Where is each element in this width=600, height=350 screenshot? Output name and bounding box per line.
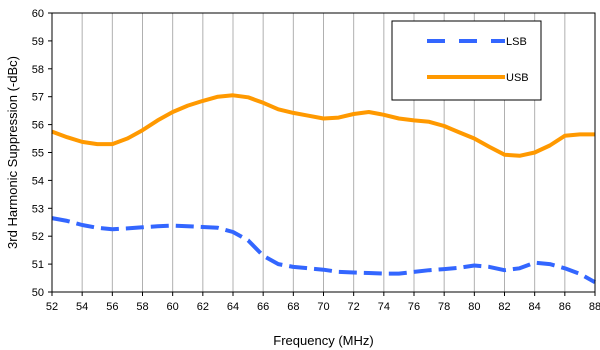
x-tick-label: 66 bbox=[257, 301, 269, 313]
x-tick-label: 52 bbox=[46, 301, 58, 313]
x-tick-label: 72 bbox=[348, 301, 360, 313]
y-tick-label: 58 bbox=[32, 64, 44, 76]
y-tick-label: 54 bbox=[32, 175, 44, 187]
x-tick-label: 86 bbox=[559, 301, 571, 313]
x-tick-label: 76 bbox=[408, 301, 420, 313]
y-axis: 50 51 52 53 54 55 56 57 58 59 60 bbox=[32, 8, 52, 299]
y-tick-label: 60 bbox=[32, 8, 44, 20]
y-tick-label: 52 bbox=[32, 231, 44, 243]
x-tick-label: 74 bbox=[378, 301, 390, 313]
x-axis: 52 54 56 58 60 62 64 66 68 70 72 74 76 78 80 82 84 86 88 bbox=[46, 292, 600, 313]
legend: LSB USB bbox=[391, 20, 542, 101]
x-tick-label: 78 bbox=[438, 301, 450, 313]
x-tick-label: 82 bbox=[498, 301, 510, 313]
x-tick-label: 58 bbox=[136, 301, 148, 313]
y-tick-label: 50 bbox=[32, 287, 44, 299]
y-tick-label: 55 bbox=[32, 148, 44, 160]
series-line-lsb bbox=[51, 216, 596, 284]
x-tick-label: 54 bbox=[76, 301, 88, 313]
x-tick-label: 70 bbox=[317, 301, 329, 313]
x-tick-label: 56 bbox=[106, 301, 118, 313]
x-tick-label: 88 bbox=[589, 301, 600, 313]
legend-label-usb: USB bbox=[506, 72, 529, 84]
y-axis-label: 3rd Harmonic Suppression (-dBc) bbox=[5, 56, 20, 249]
y-tick-label: 51 bbox=[32, 259, 44, 271]
legend-box bbox=[391, 20, 542, 101]
legend-label-lsb: LSB bbox=[506, 36, 527, 48]
x-axis-label: Frequency (MHz) bbox=[273, 333, 373, 348]
x-tick-label: 68 bbox=[287, 301, 299, 313]
y-tick-label: 53 bbox=[32, 203, 44, 215]
y-tick-label: 57 bbox=[32, 92, 44, 104]
x-tick-label: 84 bbox=[529, 301, 541, 313]
y-tick-label: 56 bbox=[32, 120, 44, 132]
x-tick-label: 80 bbox=[468, 301, 480, 313]
series-line-usb bbox=[51, 93, 595, 158]
x-tick-label: 60 bbox=[167, 301, 179, 313]
y-tick-label: 59 bbox=[32, 36, 44, 48]
x-tick-label: 62 bbox=[197, 301, 209, 313]
x-tick-label: 64 bbox=[227, 301, 239, 313]
series-layer bbox=[51, 93, 596, 284]
